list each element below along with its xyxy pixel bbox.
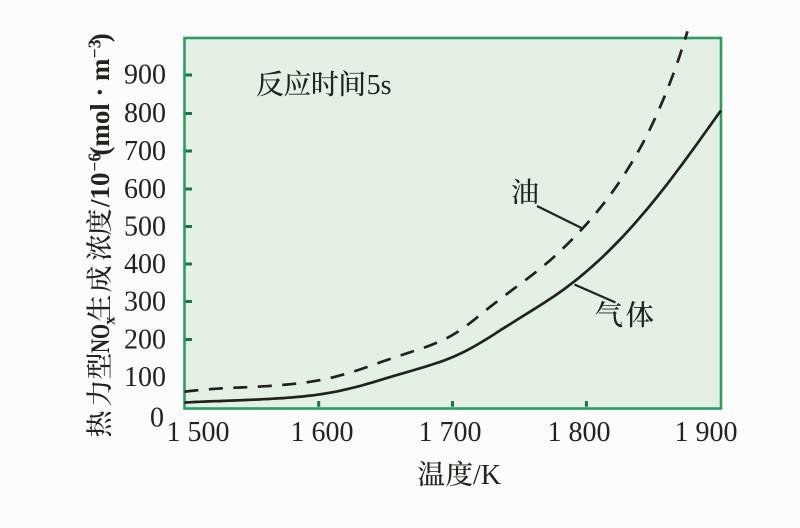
svg-text:1 800: 1 800 <box>548 417 611 448</box>
svg-text:NO: NO <box>86 324 115 353</box>
svg-text:5s: 5s <box>367 70 392 101</box>
svg-text:1 900: 1 900 <box>675 417 738 448</box>
svg-text:−6: −6 <box>85 153 105 172</box>
svg-text:/10: /10 <box>85 172 115 208</box>
svg-text:300: 300 <box>124 287 166 318</box>
svg-text:x: x <box>102 317 119 325</box>
svg-text:400: 400 <box>124 249 166 280</box>
svg-text:1 500: 1 500 <box>167 417 230 448</box>
svg-text:/K: /K <box>473 460 501 491</box>
svg-text:600: 600 <box>124 174 166 205</box>
svg-text:500: 500 <box>124 212 166 243</box>
svg-text:800: 800 <box>124 98 166 129</box>
svg-text:700: 700 <box>124 136 166 167</box>
svg-text:1 600: 1 600 <box>291 417 354 448</box>
svg-text:900: 900 <box>124 60 166 91</box>
svg-text:): ) <box>85 33 115 42</box>
svg-text:200: 200 <box>124 325 166 356</box>
svg-text:(mol · m: (mol · m <box>85 58 115 156</box>
svg-text:−3: −3 <box>85 39 105 58</box>
svg-text:1 700: 1 700 <box>419 417 482 448</box>
svg-text:100: 100 <box>124 362 166 393</box>
svg-text:0: 0 <box>150 403 164 434</box>
